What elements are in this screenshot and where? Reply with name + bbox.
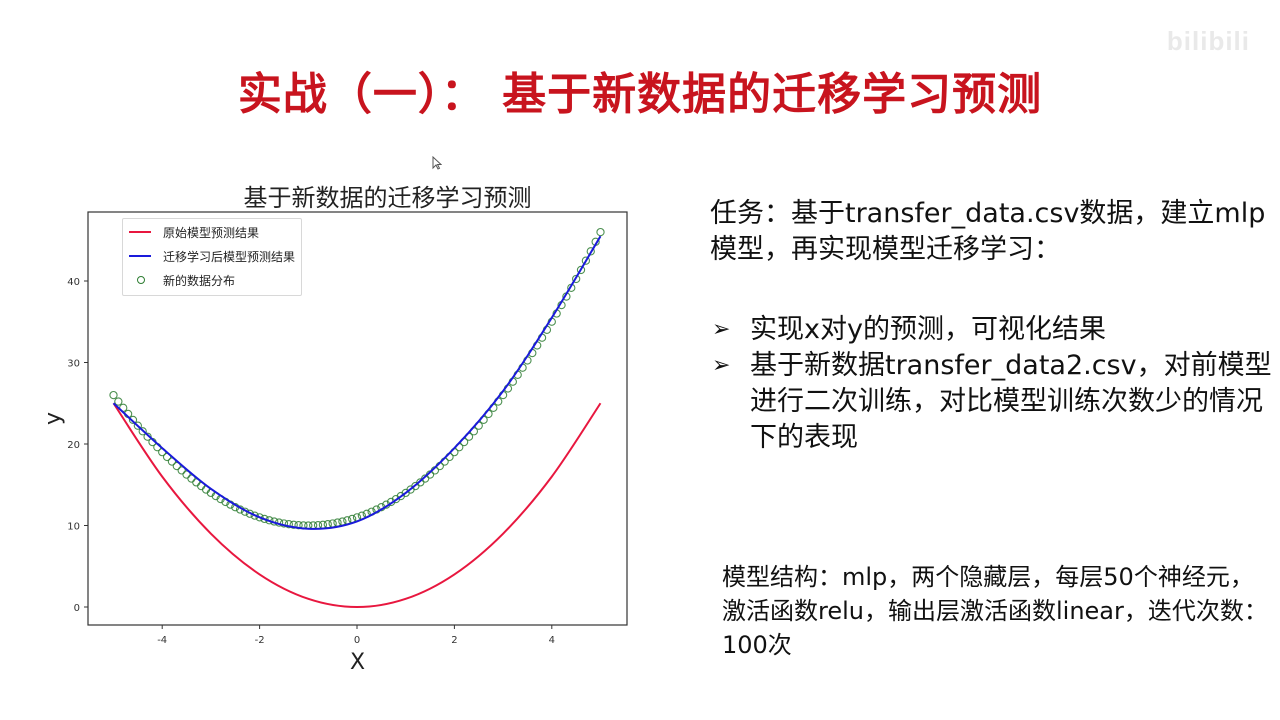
- legend-item-data: 新的数据分布: [123, 269, 301, 291]
- bullet-text: 基于新数据transfer_data2.csv，对前模型进行二次训练，对比模型训…: [750, 350, 1272, 453]
- svg-text:y: y: [41, 412, 66, 425]
- mouse-cursor-icon: [432, 156, 442, 170]
- svg-text:20: 20: [67, 440, 80, 451]
- legend-label: 迁移学习后模型预测结果: [163, 249, 296, 264]
- bullet-item: ➢ 基于新数据transfer_data2.csv，对前模型进行二次训练，对比模…: [712, 348, 1272, 456]
- svg-text:40: 40: [67, 277, 80, 288]
- svg-text:30: 30: [67, 359, 80, 370]
- slide-title: 实战（一）： 基于新数据的迁移学习预测: [237, 69, 1043, 120]
- legend-label: 原始模型预测结果: [163, 225, 260, 240]
- svg-text:0: 0: [74, 603, 80, 614]
- legend-label: 新的数据分布: [163, 273, 236, 288]
- svg-text:X: X: [350, 650, 365, 675]
- chart-title: 基于新数据的迁移学习预测: [243, 184, 532, 212]
- svg-text:4: 4: [549, 635, 555, 646]
- chart-legend: 原始模型预测结果 迁移学习后模型预测结果 新的数据分布: [122, 218, 302, 296]
- bullet-item: ➢ 实现x对y的预测，可视化结果: [712, 312, 1272, 348]
- task-description: 任务：基于transfer_data.csv数据，建立mlp模型，再实现模型迁移…: [710, 198, 1266, 265]
- blue-line-swatch-icon: [129, 255, 151, 257]
- model-structure-text: 模型结构：mlp，两个隐藏层，每层50个神经元，激活函数relu，输出层激活函数…: [722, 563, 1268, 659]
- arrow-bullet-icon: ➢: [712, 353, 731, 378]
- legend-item-transfer: 迁移学习后模型预测结果: [123, 245, 301, 267]
- bilibili-watermark: bilibili: [1166, 26, 1250, 56]
- svg-text:10: 10: [67, 522, 80, 533]
- legend-item-original: 原始模型预测结果: [123, 221, 301, 243]
- svg-text:-2: -2: [255, 635, 265, 646]
- red-line-swatch-icon: [129, 231, 151, 233]
- svg-text:-4: -4: [157, 635, 167, 646]
- bullet-list: ➢ 实现x对y的预测，可视化结果 ➢ 基于新数据transfer_data2.c…: [712, 312, 1272, 456]
- svg-text:0: 0: [354, 635, 360, 646]
- arrow-bullet-icon: ➢: [712, 317, 731, 342]
- svg-text:2: 2: [451, 635, 457, 646]
- circle-marker-icon: [137, 276, 145, 284]
- bullet-text: 实现x对y的预测，可视化结果: [750, 314, 1106, 345]
